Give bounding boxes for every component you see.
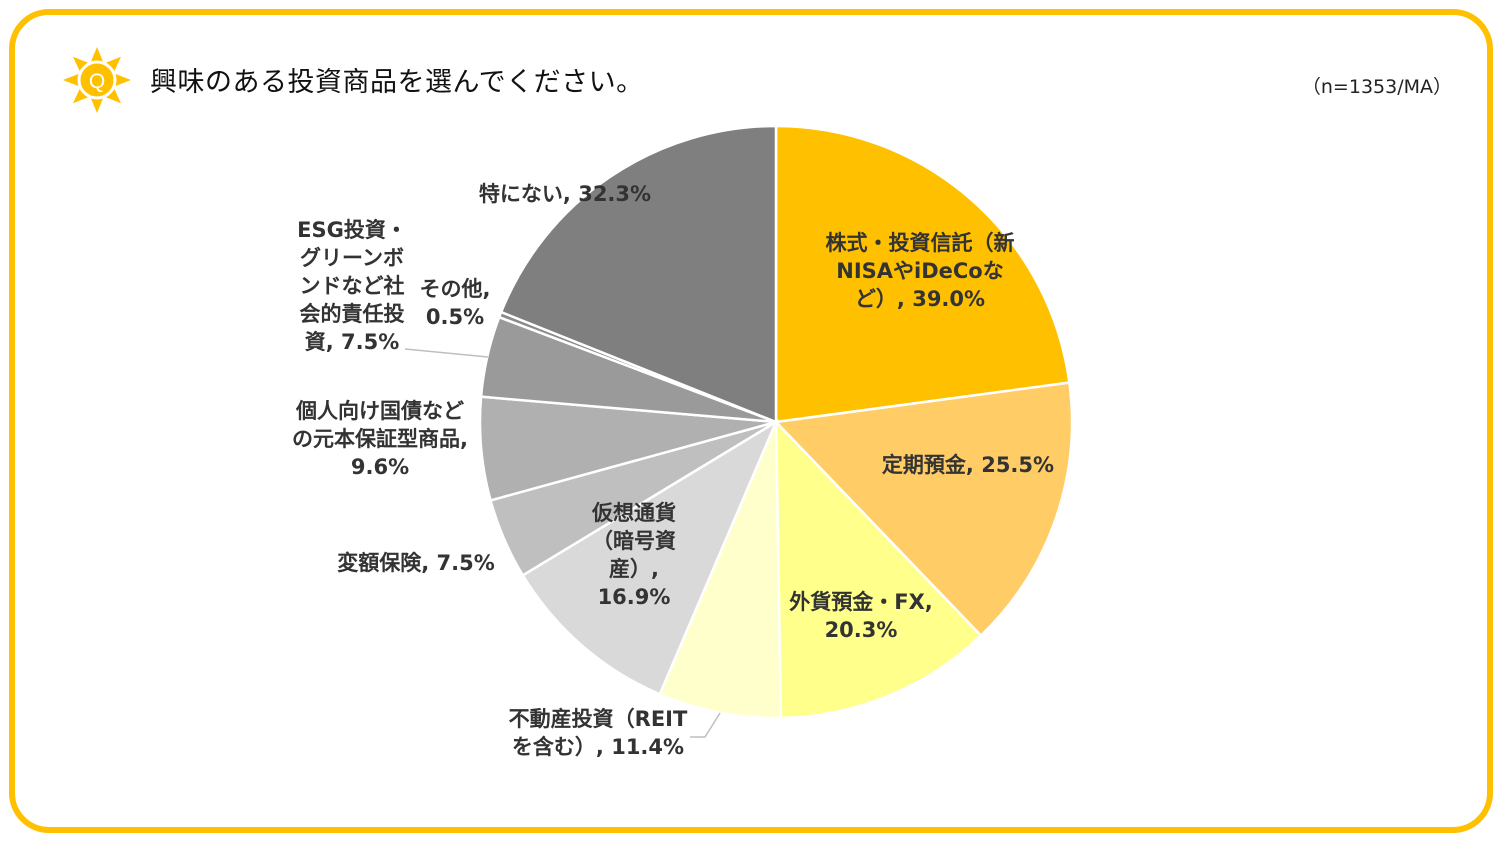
sun-ray bbox=[113, 73, 131, 87]
slice-label-line: ESG投資・ bbox=[297, 218, 407, 242]
slice-label: 外貨預金・FX, 20.3% bbox=[789, 590, 933, 642]
slice-label-line: 特にない, 32.3% bbox=[479, 182, 651, 206]
sun-rays-icon bbox=[63, 47, 131, 113]
question-badge-icon: Q bbox=[63, 47, 131, 113]
leader-line bbox=[404, 348, 489, 358]
slice-label-line: 会的責任投 bbox=[300, 302, 405, 326]
question-title: 興味のある投資商品を選んでください。 bbox=[150, 67, 644, 98]
slice-label-line: の元本保証型商品, bbox=[292, 427, 468, 451]
sun-ray bbox=[63, 73, 81, 87]
slice-label: 不動産投資（REIT を含む）, 11.4% bbox=[509, 707, 688, 759]
pie-slice bbox=[774, 418, 983, 720]
slice-label: 株式・投資信託（新 NISAやiDeCoなど）, 39.0% bbox=[826, 231, 1015, 311]
slice-label-line: を含む）, 11.4% bbox=[512, 735, 684, 759]
slice-label: 定期預金, 25.5% bbox=[882, 453, 1054, 477]
slice-label-line: 変額保険, 7.5% bbox=[337, 551, 495, 575]
slice-label-line: 20.3% bbox=[825, 618, 898, 642]
pie-slice bbox=[499, 124, 778, 424]
sun-ray bbox=[104, 87, 121, 104]
sample-size-note: （n=1353/MA） bbox=[1301, 76, 1452, 98]
slice-label-line: その他, bbox=[420, 277, 491, 301]
slice-label-line: 個人向け国債など bbox=[295, 399, 464, 423]
slice-label-line: 不動産投資（REIT bbox=[509, 707, 688, 731]
slice-label-line: ンドなど社 bbox=[300, 274, 405, 298]
slice-label: 仮想通貨 （暗号資産）, 16.9% bbox=[591, 501, 676, 609]
slice-label-line: （暗号資 bbox=[592, 529, 676, 553]
leader-line bbox=[690, 712, 721, 738]
badge-circle bbox=[77, 60, 117, 100]
slice-label-line: 16.9% bbox=[598, 585, 671, 609]
slice-label-line: 9.6% bbox=[351, 455, 409, 479]
slice-label-line: 0.5% bbox=[426, 305, 484, 329]
pie-slice bbox=[774, 124, 1071, 424]
slice-label-line: 定期預金, 25.5% bbox=[882, 453, 1054, 477]
sun-ray bbox=[73, 87, 90, 104]
slice-label: 変額保険, 7.5% bbox=[337, 551, 495, 575]
sun-ray bbox=[104, 56, 121, 73]
slice-label: ESG投資・グリーンボンドなど社会的責任投資, 7.5% bbox=[297, 218, 407, 354]
slice-label-line: 産）, bbox=[609, 557, 659, 581]
slice-label: 特にない, 32.3% bbox=[479, 182, 651, 206]
badge-letter: Q bbox=[89, 70, 105, 93]
slice-label-line: グリーンボ bbox=[300, 246, 404, 270]
sun-ray bbox=[90, 96, 104, 113]
slice-label-line: ど）, 39.0% bbox=[855, 287, 985, 311]
slice-label-line: 外貨預金・FX, bbox=[789, 590, 933, 614]
slice-label-line: 株式・投資信託（新 bbox=[826, 231, 1015, 255]
slice-label-line: 仮想通貨 bbox=[591, 501, 676, 525]
slice-label-line: 資, 7.5% bbox=[305, 330, 400, 354]
pie-slice bbox=[521, 418, 779, 696]
slice-label: 個人向け国債などの元本保証型商品, 9.6% bbox=[292, 399, 468, 479]
sun-ray bbox=[90, 47, 104, 64]
pie-slice bbox=[773, 381, 1074, 638]
sun-ray bbox=[73, 56, 90, 73]
slice-label: その他, 0.5% bbox=[420, 277, 491, 329]
slice-label-line: NISAやiDeCoな bbox=[836, 259, 1003, 283]
pie-slice bbox=[658, 421, 783, 720]
